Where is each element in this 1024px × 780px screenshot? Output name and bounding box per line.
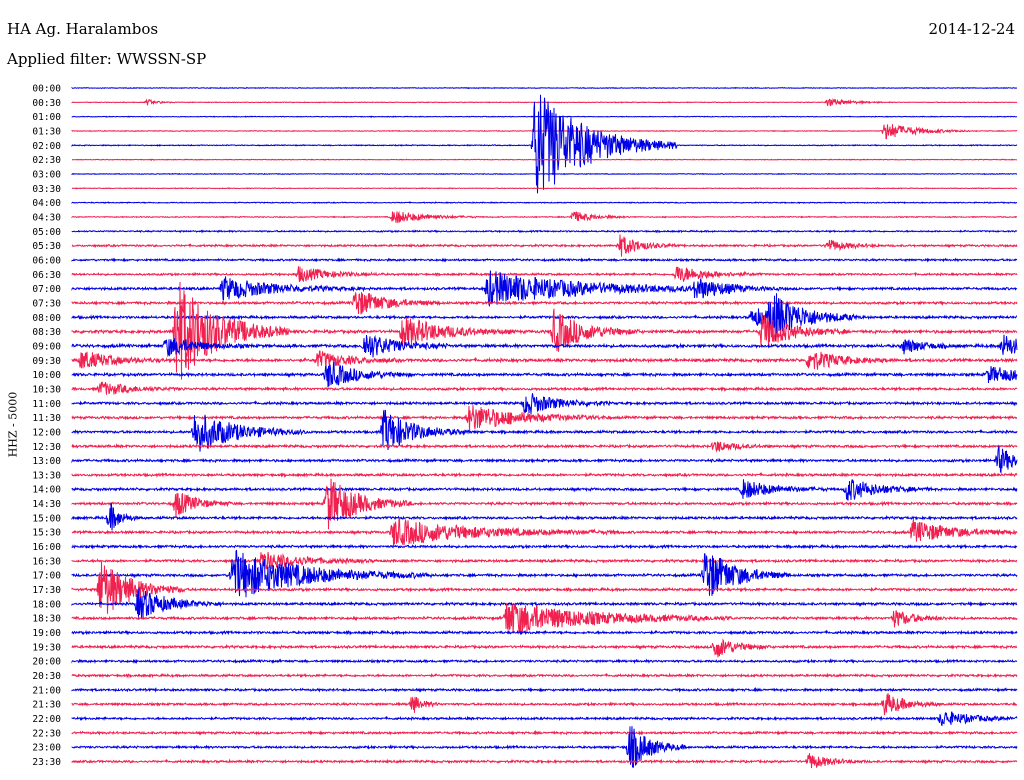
date-label: 2014-12-24 xyxy=(928,20,1015,38)
row-time-label: 14:30 xyxy=(32,499,61,510)
trace-line xyxy=(71,293,1018,341)
trace-line xyxy=(71,281,1018,380)
trace-line xyxy=(71,210,1017,223)
trace-line xyxy=(71,86,1017,90)
trace-line xyxy=(71,729,1018,736)
row-time-label: 09:00 xyxy=(32,341,61,352)
row-time-label: 18:00 xyxy=(32,599,61,610)
row-time-label: 07:30 xyxy=(32,298,61,309)
row-time-label: 17:30 xyxy=(32,585,61,596)
row-time-label: 22:30 xyxy=(32,728,61,739)
row-time-label: 12:30 xyxy=(32,442,61,453)
filter-label: Applied filter: WWSSN-SP xyxy=(7,50,207,68)
row-time-label: 18:30 xyxy=(32,614,61,625)
trace-line xyxy=(71,229,1018,234)
row-time-label: 10:30 xyxy=(32,384,61,395)
row-time-label: 16:30 xyxy=(32,556,61,567)
row-time-label: 19:30 xyxy=(32,642,61,653)
row-time-label: 21:30 xyxy=(32,700,61,711)
row-time-label: 13:00 xyxy=(32,456,61,467)
row-time-label: 15:00 xyxy=(32,513,61,524)
trace-line xyxy=(71,257,1018,263)
trace-line xyxy=(71,393,1018,415)
row-time-label: 20:00 xyxy=(32,657,61,668)
row-time-label: 04:30 xyxy=(32,212,61,223)
trace-line xyxy=(71,124,1018,140)
row-time-label: 12:00 xyxy=(32,427,61,438)
trace-line xyxy=(71,658,1018,665)
trace-line xyxy=(71,201,1018,205)
trace-line xyxy=(71,266,1018,283)
row-time-label: 06:00 xyxy=(32,255,61,266)
trace-line xyxy=(71,603,1018,635)
row-time-label: 10:00 xyxy=(32,370,61,381)
row-time-label: 23:30 xyxy=(32,757,61,768)
trace-line xyxy=(71,158,1017,161)
row-time-label: 14:00 xyxy=(32,485,61,496)
row-time-label: 21:00 xyxy=(32,685,61,696)
trace-line xyxy=(71,726,1018,768)
row-time-label: 17:00 xyxy=(32,571,61,582)
trace-line xyxy=(71,517,1018,546)
trace-line xyxy=(71,551,1018,570)
row-time-label: 00:30 xyxy=(32,98,61,109)
trace-line xyxy=(71,672,1018,679)
trace-line xyxy=(71,172,1017,176)
row-time-label: 04:00 xyxy=(32,198,61,209)
trace-line xyxy=(71,94,1018,194)
trace-line xyxy=(71,549,1018,598)
trace-line xyxy=(71,361,1018,388)
trace-line xyxy=(71,471,1018,479)
row-time-label: 02:00 xyxy=(32,141,61,152)
trace-line xyxy=(71,292,1018,315)
row-time-label: 11:30 xyxy=(32,413,61,424)
trace-line xyxy=(71,686,1018,693)
row-time-label: 02:30 xyxy=(32,155,61,166)
trace-line xyxy=(71,560,1018,614)
row-time-label: 05:30 xyxy=(32,241,61,252)
trace-line xyxy=(71,334,1018,358)
row-time-label: 23:00 xyxy=(32,743,61,754)
row-time-label: 05:00 xyxy=(32,227,61,238)
trace-line xyxy=(71,405,1018,433)
trace-line xyxy=(71,441,1018,453)
row-time-label: 01:30 xyxy=(32,126,61,137)
trace-line xyxy=(71,629,1018,636)
row-time-label: 06:30 xyxy=(32,270,61,281)
trace-line xyxy=(71,711,1018,727)
trace-line xyxy=(71,543,1018,550)
row-time-label: 16:00 xyxy=(32,542,61,553)
trace-line xyxy=(71,234,1018,257)
trace-line xyxy=(71,479,1018,501)
trace-line xyxy=(71,381,1018,395)
trace-line xyxy=(71,693,1018,716)
row-time-label: 08:30 xyxy=(32,327,61,338)
row-time-label: 15:30 xyxy=(32,528,61,539)
trace-line xyxy=(71,270,1018,307)
row-time-label: 11:00 xyxy=(32,399,61,410)
trace-line xyxy=(71,587,1018,620)
row-time-label: 07:00 xyxy=(32,284,61,295)
row-time-label: 20:30 xyxy=(32,671,61,682)
station-title: HA Ag. Haralambos xyxy=(7,20,159,38)
row-time-label: 13:30 xyxy=(32,470,61,481)
trace-line xyxy=(71,638,1018,658)
row-time-label: 09:30 xyxy=(32,356,61,367)
trace-line xyxy=(71,445,1018,475)
row-time-label: 03:00 xyxy=(32,169,61,180)
row-time-label: 22:00 xyxy=(32,714,61,725)
row-time-label: 19:00 xyxy=(32,628,61,639)
row-time-label: 08:00 xyxy=(32,313,61,324)
trace-line xyxy=(71,753,1018,769)
row-time-label: 03:30 xyxy=(32,184,61,195)
trace-line xyxy=(72,187,1018,190)
trace-line xyxy=(71,478,1018,530)
trace-line xyxy=(71,502,1018,531)
trace-line xyxy=(71,409,1018,452)
row-time-label: 01:00 xyxy=(32,112,61,123)
trace-line xyxy=(71,350,1018,370)
row-time-label: 00:00 xyxy=(32,84,61,95)
